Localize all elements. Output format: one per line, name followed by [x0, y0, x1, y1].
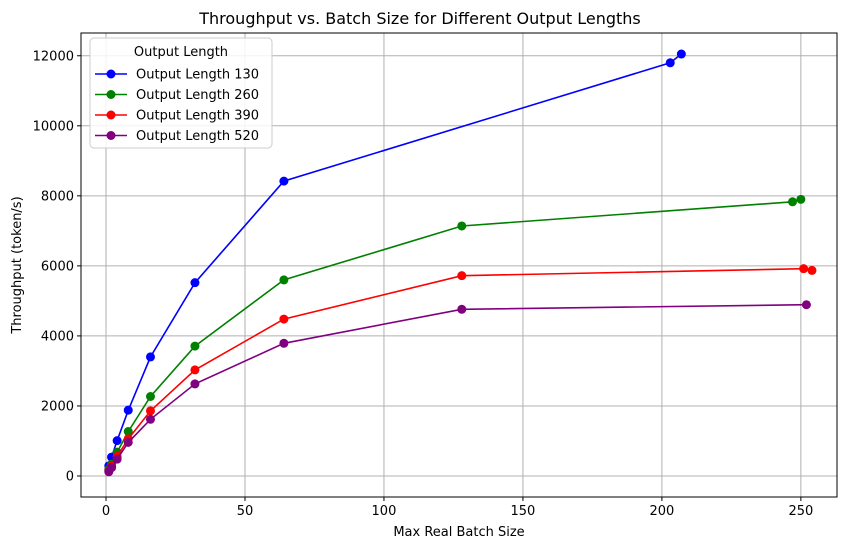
x-tick-label: 0 [102, 504, 110, 519]
axis-ticks: 0 50 100 150 200 250 0 2000 4000 6000 8000 10000 120… [33, 49, 814, 519]
legend-item: Output Length 130 [95, 68, 259, 83]
x-tick-label: 50 [237, 504, 254, 519]
data-point [457, 304, 467, 314]
y-tick-label: 6000 [41, 259, 74, 274]
x-tick-label: 250 [788, 504, 813, 519]
legend-marker [106, 90, 116, 99]
data-point [665, 58, 675, 68]
x-axis-label: Max Real Batch Size [393, 525, 524, 540]
data-point [112, 436, 122, 446]
legend: Output Length Output Length 130 Output Le… [89, 37, 273, 149]
legend-box [89, 37, 273, 149]
data-point [676, 49, 686, 59]
data-point [145, 406, 155, 416]
data-point [123, 427, 133, 437]
legend-label: Output Length 520 [136, 129, 259, 144]
y-tick-label: 12000 [33, 49, 74, 64]
x-tick-label: 150 [511, 504, 536, 519]
y-tick-label: 2000 [41, 399, 74, 414]
data-point [279, 338, 289, 348]
y-tick-label: 10000 [33, 119, 74, 134]
y-tick-label: 0 [66, 469, 74, 484]
data-point [190, 341, 200, 351]
series-4 [104, 300, 811, 477]
legend-item: Output Length 390 [95, 109, 259, 124]
legend-marker [106, 69, 116, 79]
data-point [145, 414, 155, 424]
y-tick-label: 8000 [41, 189, 74, 204]
legend-item: Output Length 260 [95, 88, 259, 103]
data-point [801, 300, 811, 310]
data-point [807, 265, 817, 275]
legend-label: Output Length 260 [136, 88, 259, 103]
legend-item: Output Length 520 [95, 129, 259, 144]
data-point [112, 454, 122, 464]
legend-label: Output Length 130 [136, 68, 259, 83]
plot-area [80, 32, 838, 498]
data-point [799, 264, 809, 274]
y-tick-label: 4000 [41, 329, 74, 344]
chart-title: Throughput vs. Batch Size for Different … [198, 9, 640, 28]
data-point [190, 365, 200, 375]
data-point [279, 314, 289, 324]
data-point [457, 271, 467, 281]
data-point [123, 405, 133, 415]
data-point [145, 391, 155, 401]
y-axis-label: Throughput (token/s) [10, 196, 25, 334]
data-point [457, 221, 467, 231]
data-point [190, 278, 200, 288]
data-point [279, 176, 289, 186]
data-point [123, 437, 133, 447]
data-point [145, 352, 155, 362]
legend-title: Output Length [134, 45, 228, 60]
legend-marker [106, 110, 116, 120]
x-tick-label: 200 [649, 504, 674, 519]
data-point [788, 197, 798, 207]
data-point [279, 275, 289, 285]
grid [81, 33, 837, 497]
legend-marker [106, 131, 116, 140]
legend-label: Output Length 390 [136, 109, 259, 124]
series-layer [104, 49, 817, 477]
data-point [190, 379, 200, 389]
x-tick-label: 100 [372, 504, 397, 519]
data-point [796, 194, 806, 204]
data-point [107, 463, 117, 473]
